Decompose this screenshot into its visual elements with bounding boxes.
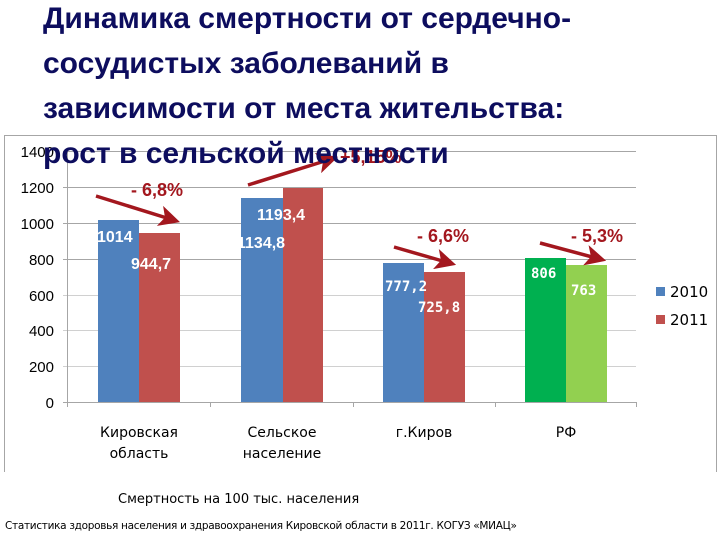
bars — [98, 188, 607, 402]
bar-kirov-city-2010 — [383, 263, 424, 402]
legend-label-2010: 2010 — [670, 283, 708, 301]
y-tick: 1400 — [21, 144, 54, 161]
y-tick: 600 — [29, 288, 54, 305]
category-label: РФ — [556, 425, 577, 441]
category-label: население — [243, 446, 321, 462]
value-label: 944,7 — [131, 256, 171, 273]
bar-rf-2011 — [566, 265, 607, 402]
y-tick-labels: 1400 1200 1000 800 600 400 200 0 — [21, 144, 54, 412]
y-tick: 0 — [46, 395, 54, 412]
value-label: 1134,8 — [237, 235, 285, 252]
source-note: Статистика здоровья населения и здравоох… — [5, 520, 517, 532]
value-label: 763 — [571, 283, 596, 299]
category-label: область — [110, 446, 169, 462]
y-tick: 400 — [29, 323, 54, 340]
legend: 2010 2011 — [656, 283, 708, 329]
bar-kirov-city-2011 — [424, 272, 465, 402]
y-tick: 1200 — [21, 180, 54, 197]
value-label: 806 — [531, 266, 556, 282]
category-labels: Кировская область Сельское население г.К… — [100, 425, 576, 462]
y-tick: 1000 — [21, 216, 54, 233]
arrow-icon — [539, 241, 607, 266]
title-line-1: Динамика смертности от сердечно- — [43, 2, 572, 35]
change-label: +5,15% — [340, 147, 402, 167]
bar-kirov-oblast-2010 — [98, 220, 139, 402]
title-line-4: рост в сельской местности — [43, 137, 449, 170]
category-label: Сельское — [248, 425, 317, 441]
arrow-icon — [247, 153, 339, 187]
value-label: 1014 — [97, 229, 133, 246]
title-line-3: зависимости от места жительства: — [43, 92, 565, 125]
category-label: г.Киров — [396, 425, 453, 441]
value-label: 725,8 — [418, 300, 460, 316]
bar-rural-2010 — [241, 198, 283, 402]
axis-caption: Смертность на 100 тыс. населения — [118, 492, 360, 507]
bar-rf-2010 — [525, 258, 566, 402]
annotation-labels: - 6,8% +5,15% - 6,6% - 5,3% — [131, 147, 623, 246]
legend-swatch-2010 — [656, 287, 665, 296]
legend-label-2011: 2011 — [670, 311, 708, 329]
annotation-arrows — [95, 153, 607, 270]
bar-kirov-oblast-2011 — [139, 233, 180, 402]
legend-swatch-2011 — [656, 315, 665, 324]
change-label: - 5,3% — [571, 226, 623, 246]
title-line-2: сосудистых заболеваний в — [43, 47, 449, 80]
arrow-icon — [95, 194, 181, 226]
x-axis-ticks — [210, 402, 637, 407]
value-label: 777,2 — [385, 279, 427, 295]
slide-title: Динамика смертности от сердечно- сосудис… — [43, 0, 703, 176]
value-label: 1193,4 — [257, 207, 305, 224]
y-tick: 800 — [29, 252, 54, 269]
bar-rural-2011 — [283, 188, 323, 402]
change-label: - 6,6% — [417, 226, 469, 246]
value-labels: 1014 944,7 1134,8 1193,4 777,2 725,8 806… — [97, 207, 596, 316]
arrow-icon — [393, 245, 457, 270]
category-label: Кировская — [100, 425, 178, 441]
change-label: - 6,8% — [131, 180, 183, 200]
y-tick: 200 — [29, 359, 54, 376]
